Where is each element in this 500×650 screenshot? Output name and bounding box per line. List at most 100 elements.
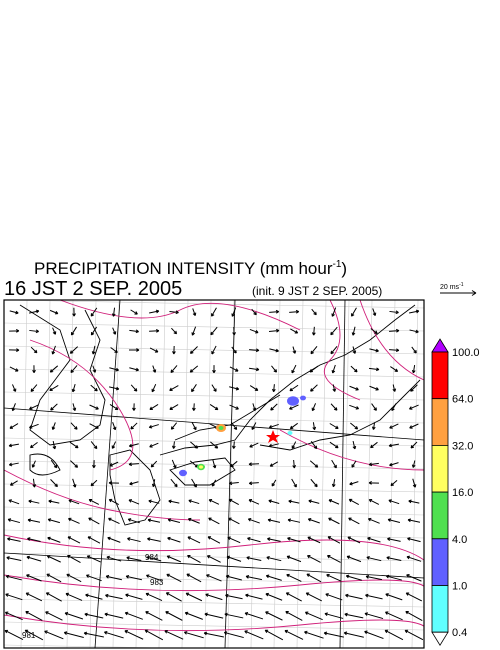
wind-arrow	[87, 536, 101, 544]
wind-arrow	[326, 573, 342, 582]
map-grid	[342, 300, 350, 648]
map-grid	[365, 300, 373, 648]
wind-arrow	[245, 593, 263, 600]
wind-arrow	[211, 479, 217, 487]
wind-arrow	[169, 310, 179, 315]
wind-arrow	[229, 366, 239, 372]
wind-arrow	[111, 307, 116, 317]
wind-arrow	[29, 441, 38, 449]
wind-arrow	[45, 611, 63, 621]
colorbar-label: 64.0	[452, 394, 473, 406]
wind-arrow	[365, 593, 383, 600]
wind-arrow	[271, 365, 278, 373]
wind-arrow	[267, 518, 281, 523]
wind-arrow	[206, 555, 221, 563]
wind-arrow	[412, 478, 417, 488]
wind-arrow	[32, 365, 36, 374]
wind-arrow	[67, 536, 81, 544]
wind-arrow	[189, 365, 199, 373]
coastline	[169, 457, 236, 486]
wind-arrow	[168, 499, 180, 504]
wind-arrow	[307, 518, 320, 524]
wind-arrow	[208, 499, 220, 505]
wind-arrow	[26, 574, 42, 582]
wind-arrow	[48, 499, 60, 504]
wind-arrow	[328, 499, 340, 505]
colorbar-segment	[431, 491, 449, 540]
wind-arrow	[12, 384, 17, 392]
wind-arrow	[164, 630, 184, 640]
wind-arrow	[248, 481, 259, 486]
wind-arrow	[270, 403, 278, 411]
wind-arrow	[70, 422, 78, 430]
wind-arrow	[88, 498, 100, 505]
wind-arrow	[349, 385, 359, 391]
colorbar-segment	[431, 351, 449, 400]
wind-arrow	[409, 404, 419, 410]
wind-arrow	[410, 384, 418, 392]
wind-arrow	[411, 364, 416, 374]
wind-arrow	[409, 423, 419, 429]
wind-arrow	[112, 422, 117, 431]
wind-arrow	[248, 462, 260, 467]
wind-arrow	[286, 573, 302, 582]
map: 984 983 981	[4, 300, 424, 648]
wind-arrow	[227, 536, 241, 544]
wind-arrow	[29, 423, 39, 429]
wind-scale-superscript: -1	[459, 282, 464, 288]
wind-arrow	[110, 347, 118, 353]
map-grid	[388, 300, 396, 648]
wind-arrow	[88, 517, 100, 525]
wind-scale-arrowhead	[471, 290, 477, 296]
wind-arrow	[331, 479, 336, 488]
wind-arrow	[128, 443, 139, 448]
wind-arrow	[409, 309, 420, 314]
map-grid	[66, 300, 74, 648]
wind-arrow	[231, 346, 237, 354]
wind-arrow	[245, 575, 263, 581]
wind-arrow	[304, 611, 323, 621]
wind-arrow	[130, 384, 138, 392]
wind-arrow	[11, 403, 16, 412]
wind-arrow	[46, 573, 62, 583]
wind-arrow	[330, 326, 338, 336]
map-grid	[4, 368, 424, 378]
wind-arrow	[271, 479, 277, 487]
wind-arrow	[348, 517, 360, 525]
map-grid	[89, 300, 97, 648]
wind-arrow	[187, 536, 201, 544]
wind-arrow	[192, 308, 197, 316]
wind-arrow	[284, 629, 304, 640]
wind-arrow	[147, 518, 161, 523]
wind-arrow	[129, 329, 139, 334]
precipitation-area	[287, 431, 293, 435]
wind-arrow	[8, 443, 20, 448]
wind-arrow	[72, 478, 77, 488]
wind-arrow	[169, 404, 179, 410]
wind-arrow	[69, 441, 79, 449]
colorbar-segment	[431, 444, 449, 493]
wind-arrow	[410, 441, 418, 449]
wind-arrow	[105, 593, 123, 600]
wind-arrow	[327, 555, 341, 563]
wind-arrow	[349, 404, 360, 410]
wind-arrow	[109, 404, 119, 411]
wind-arrow	[309, 365, 319, 373]
wind-arrow	[225, 574, 242, 581]
wind-arrow	[50, 403, 58, 411]
isobar	[359, 300, 424, 381]
map-frame	[3, 299, 425, 649]
wind-arrow	[49, 309, 59, 315]
wind-arrow	[147, 537, 161, 542]
wind-arrow	[345, 593, 363, 600]
precipitation-area	[218, 426, 224, 430]
wind-arrow	[289, 404, 299, 410]
wind-arrow	[351, 307, 357, 317]
wind-arrow	[351, 326, 356, 336]
wind-arrow	[106, 555, 122, 562]
isobar	[4, 469, 201, 521]
wind-arrow	[411, 346, 417, 354]
wind-arrow	[203, 631, 224, 638]
map-grid	[158, 300, 166, 648]
wind-arrow	[268, 328, 280, 333]
